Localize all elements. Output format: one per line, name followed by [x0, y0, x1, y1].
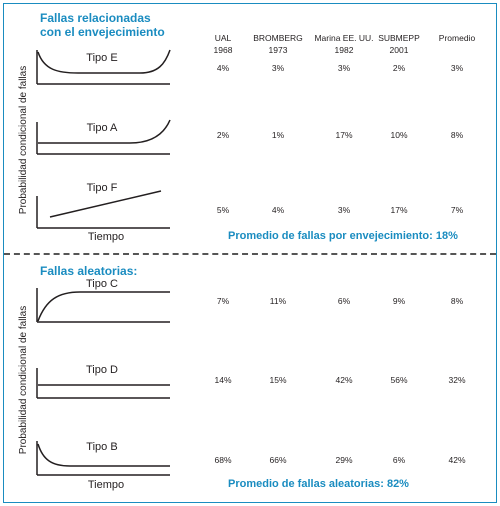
table-cell: 9%	[392, 296, 406, 306]
table-cell: 6%	[392, 455, 406, 465]
curve-label-tipo-f: Tipo F	[86, 182, 118, 194]
top-title-line1: Fallas relacionadas	[40, 11, 151, 25]
table-cell: 56%	[390, 375, 408, 385]
figure-frame	[3, 3, 497, 503]
table-cell: 17%	[390, 205, 408, 215]
column-header-marina: Marina EE. UU. 1982	[314, 33, 374, 55]
column-header-ual: UAL 1968	[213, 33, 233, 55]
bottom-section-title: Fallas aleatorias:	[40, 264, 138, 278]
table-cell: 8%	[450, 296, 464, 306]
column-header-bromberg: BROMBERG 1973	[253, 33, 303, 55]
table-cell: 15%	[269, 375, 287, 385]
table-cell: 14%	[214, 375, 232, 385]
table-cell: 8%	[450, 130, 464, 140]
table-cell: 7%	[216, 296, 230, 306]
bottom-x-axis-label: Tiempo	[87, 479, 125, 491]
table-cell: 11%	[269, 296, 287, 306]
curve-label-tipo-c: Tipo C	[86, 278, 118, 290]
curve-tipo-e	[36, 49, 171, 85]
table-cell: 3%	[337, 63, 351, 73]
table-cell: 42%	[335, 375, 353, 385]
curve-label-tipo-a: Tipo A	[86, 122, 118, 134]
table-cell: 4%	[271, 205, 285, 215]
table-cell: 6%	[337, 296, 351, 306]
curve-label-tipo-b: Tipo B	[86, 441, 118, 453]
curve-label-tipo-e: Tipo E	[86, 52, 118, 64]
top-title-line2: con el envejecimiento	[40, 25, 165, 39]
curve-tipo-d	[36, 368, 170, 399]
table-cell: 68%	[214, 455, 232, 465]
table-cell: 10%	[390, 130, 408, 140]
table-cell: 29%	[335, 455, 353, 465]
curve-label-tipo-d: Tipo D	[86, 364, 118, 376]
table-cell: 32%	[448, 375, 466, 385]
section-divider	[4, 253, 496, 255]
top-summary: Promedio de fallas por envejecimiento: 1…	[228, 230, 458, 242]
curve-tipo-b	[36, 441, 170, 476]
table-cell: 2%	[216, 130, 230, 140]
table-cell: 3%	[271, 63, 285, 73]
top-section-title: Fallas relacionadas con el envejecimient…	[40, 11, 165, 39]
table-cell: 17%	[335, 130, 353, 140]
bottom-summary: Promedio de fallas aleatorias: 82%	[228, 478, 409, 490]
curve-tipo-f	[36, 190, 170, 229]
table-cell: 3%	[337, 205, 351, 215]
curve-tipo-c	[36, 288, 170, 323]
table-cell: 2%	[392, 63, 406, 73]
table-cell: 1%	[271, 130, 285, 140]
table-cell: 4%	[216, 63, 230, 73]
table-cell: 5%	[216, 205, 230, 215]
curve-tipo-a	[36, 119, 171, 155]
top-x-axis-label: Tiempo	[87, 231, 125, 243]
table-cell: 42%	[448, 455, 466, 465]
table-cell: 3%	[450, 63, 464, 73]
column-header-promedio: Promedio	[438, 33, 476, 43]
table-cell: 7%	[450, 205, 464, 215]
column-header-submepp: SUBMEPP 2001	[378, 33, 420, 55]
table-cell: 66%	[269, 455, 287, 465]
